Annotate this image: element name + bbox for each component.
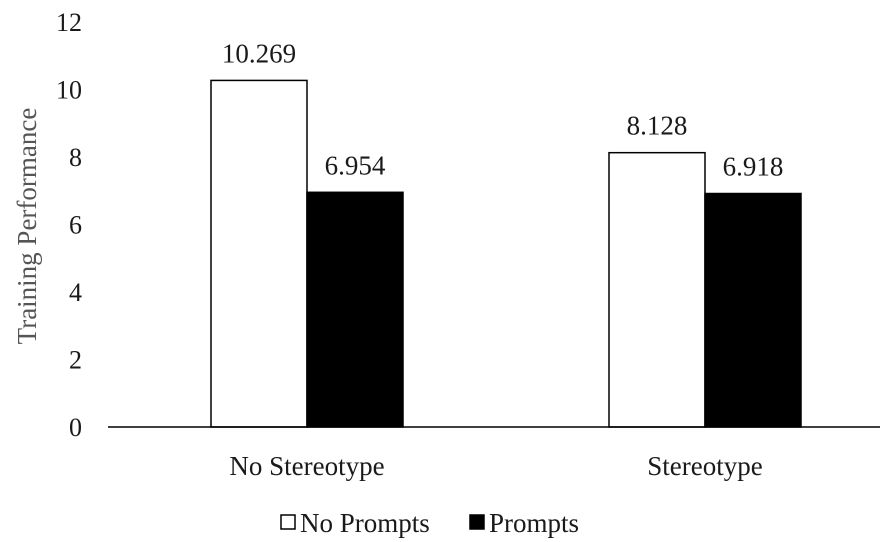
- category-labels: No Stereotype Stereotype: [229, 451, 762, 481]
- data-label: 6.918: [723, 152, 784, 182]
- category-label: No Stereotype: [229, 451, 384, 481]
- legend-swatch: [469, 514, 485, 530]
- y-tick-label: 0: [69, 413, 82, 442]
- bar: [608, 151, 706, 428]
- bar: [704, 192, 802, 428]
- data-label: 8.128: [627, 111, 688, 141]
- y-axis-ticks: 0 2 4 6 8 10 12: [56, 8, 82, 442]
- y-tick-label: 6: [69, 211, 82, 240]
- bar: [306, 191, 404, 428]
- bars: [210, 79, 802, 428]
- data-label: 10.269: [222, 38, 296, 68]
- category-label: Stereotype: [647, 451, 762, 481]
- y-tick-label: 10: [56, 76, 82, 105]
- legend: No Prompts Prompts: [280, 508, 579, 538]
- y-tick-label: 8: [69, 143, 82, 172]
- legend-label: No Prompts: [300, 508, 430, 538]
- legend-label: Prompts: [489, 508, 579, 538]
- data-label: 6.954: [325, 150, 386, 180]
- y-tick-label: 2: [69, 346, 82, 375]
- y-axis-label: Training Performance: [12, 108, 42, 345]
- bar: [210, 79, 308, 428]
- y-tick-label: 12: [56, 8, 82, 37]
- y-tick-label: 4: [69, 278, 82, 307]
- data-labels: 10.269 6.954 8.128 6.918: [222, 38, 784, 181]
- legend-swatch: [280, 514, 296, 530]
